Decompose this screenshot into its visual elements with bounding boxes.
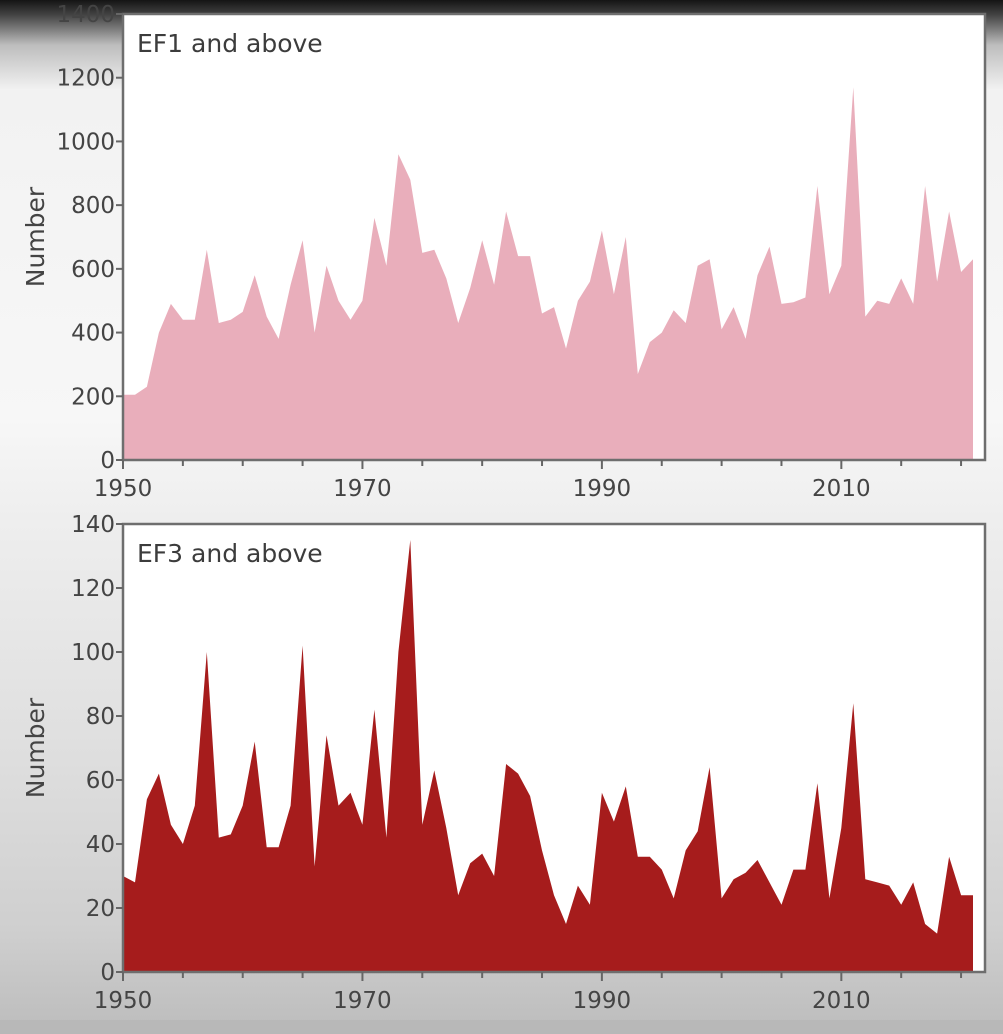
plot-frame <box>121 12 987 462</box>
y-tick-label: 60 <box>86 768 115 794</box>
chart-panel-ef1: 0 200 400 600 800 1000 1200 1400 1950 1970 1990 201… <box>21 2 987 502</box>
y-tick-label: 1000 <box>56 129 115 155</box>
plot-frame <box>121 522 987 974</box>
y-tick-label: 100 <box>71 640 115 666</box>
y-tick-label: 200 <box>71 384 115 410</box>
x-tick-label: 1950 <box>94 988 153 1014</box>
panel-title: EF1 and above <box>137 29 323 58</box>
y-tick-label: 80 <box>86 704 115 730</box>
y-axis-title: Number <box>21 186 50 287</box>
panel-title: EF3 and above <box>137 539 323 568</box>
x-tick-label: 1970 <box>333 988 392 1014</box>
x-tick-label: 2010 <box>812 476 871 502</box>
y-tick-label: 140 <box>71 512 115 538</box>
page-bottom-bar <box>0 1020 1003 1034</box>
y-axis-title: Number <box>21 697 50 798</box>
y-tick-label: 120 <box>71 576 115 602</box>
y-tick-label: 1200 <box>56 66 115 92</box>
y-tick-label: 40 <box>86 832 115 858</box>
x-tick-label: 1950 <box>94 476 153 502</box>
chart-panel-ef3: 0 20 40 60 80 100 120 140 1950 1970 1990 2010 Number… <box>21 512 987 1014</box>
x-tick-label: 1970 <box>333 476 392 502</box>
x-tick-label: 1990 <box>573 988 632 1014</box>
y-tick-label: 0 <box>100 448 115 474</box>
series-area-ef1-0 <box>123 87 973 461</box>
y-tick-label: 800 <box>71 193 115 219</box>
y-tick-label: 600 <box>71 257 115 283</box>
series-area-ef3-0 <box>123 540 973 972</box>
y-tick-label: 400 <box>71 321 115 347</box>
y-tick-label: 1400 <box>56 2 115 28</box>
y-tick-label: 20 <box>86 896 115 922</box>
y-tick-label: 0 <box>100 960 115 986</box>
x-tick-label: 1990 <box>573 476 632 502</box>
x-tick-label: 2010 <box>812 988 871 1014</box>
